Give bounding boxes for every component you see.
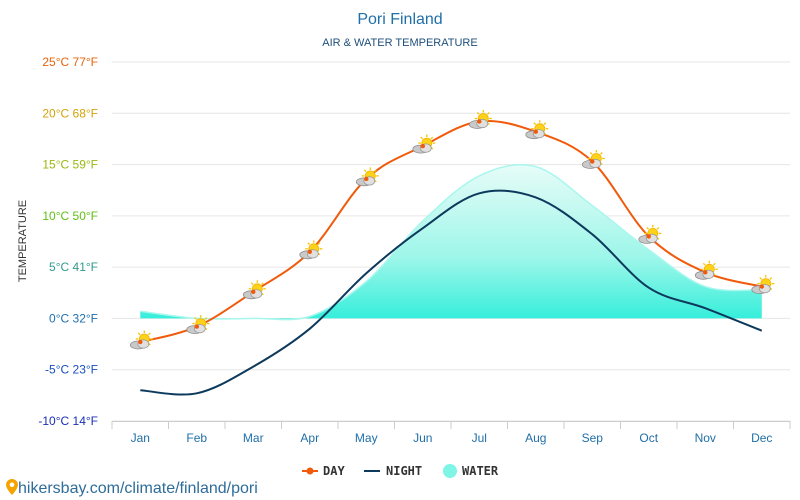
- legend-day-label: DAY: [323, 464, 345, 478]
- partly-cloudy-icon: [581, 150, 605, 169]
- partly-cloudy-icon: [468, 110, 492, 129]
- day-point: [703, 270, 708, 275]
- y-axis-label: TEMPERATURE: [17, 200, 29, 282]
- partly-cloudy-icon: [242, 280, 266, 300]
- sun-ray: [430, 136, 434, 140]
- sun-ray: [543, 122, 547, 125]
- x-tick-label: Nov: [695, 431, 716, 445]
- water-area-outline: [140, 163, 762, 321]
- water-area: [140, 164, 762, 320]
- footer-link[interactable]: hikersbay.com/climate/finland/pori: [6, 479, 258, 498]
- x-tick-label: Apr: [300, 431, 319, 445]
- legend-night-label: NIGHT: [386, 464, 422, 478]
- y-tick-label: 0°C 32°F: [49, 311, 98, 325]
- sun-ray: [533, 122, 537, 125]
- x-tick-label: Jan: [131, 431, 150, 445]
- partly-cloudy-icon: [751, 275, 775, 295]
- y-tick-label: 20°C 68°F: [42, 106, 98, 120]
- chart-title: Pori Finland: [357, 11, 442, 28]
- partly-cloudy-icon: [299, 240, 323, 260]
- x-tick-label: Aug: [525, 431, 546, 445]
- partly-cloudy-icon: [186, 315, 210, 335]
- x-tick-label: Sep: [582, 431, 604, 445]
- day-point: [251, 289, 256, 294]
- partly-cloudy-icon: [525, 120, 549, 140]
- day-point: [420, 143, 425, 149]
- water-area-layer: [140, 163, 762, 321]
- sun-ray: [600, 152, 603, 155]
- day-point: [533, 129, 538, 134]
- sun-ray: [702, 262, 706, 266]
- sun-ray: [317, 242, 321, 246]
- axes: Jan Feb Mar Apr May Jun Jul Aug Sep Oct Nov Dec: [111, 421, 791, 445]
- x-tick-label: Oct: [639, 431, 658, 445]
- x-tick-label: Jul: [472, 431, 487, 445]
- day-line-layer: [129, 110, 775, 350]
- x-tick-label: May: [355, 431, 378, 445]
- x-tick-label: Jun: [413, 431, 432, 445]
- legend: DAY NIGHT WATER: [302, 464, 499, 478]
- day-point: [138, 339, 143, 345]
- sun-ray: [420, 136, 424, 140]
- day-point: [590, 159, 595, 164]
- sun-ray: [374, 169, 377, 173]
- sun-ray: [250, 282, 254, 286]
- partly-cloudy-icon: [694, 260, 718, 280]
- day-point: [646, 234, 651, 239]
- sun-ray: [759, 277, 763, 280]
- legend-water-label: WATER: [462, 464, 499, 478]
- sun-ray: [363, 169, 367, 173]
- y-tick-label: -5°C 23°F: [45, 363, 98, 377]
- x-tick-label: Mar: [243, 431, 264, 445]
- legend-day-marker: [306, 467, 314, 475]
- day-point: [364, 176, 369, 182]
- sun-ray: [589, 152, 593, 155]
- y-tick-label: 15°C 59°F: [42, 158, 98, 172]
- sun-ray: [261, 282, 264, 286]
- location-pin-icon: [6, 479, 18, 495]
- sun-ray: [487, 112, 490, 115]
- sun-ray: [148, 332, 151, 336]
- sun-ray: [307, 242, 311, 246]
- sun-ray: [476, 112, 480, 115]
- y-tick-label: -10°C 14°F: [38, 414, 98, 428]
- partly-cloudy-icon: [355, 167, 379, 187]
- day-point: [477, 119, 482, 124]
- y-tick-label: 25°C 77°F: [42, 55, 98, 69]
- partly-cloudy-icon: [412, 134, 436, 154]
- day-point: [307, 249, 312, 254]
- x-tick-label: Feb: [186, 431, 207, 445]
- day-point: [759, 284, 764, 289]
- y-tick-label: 10°C 50°F: [42, 209, 98, 223]
- chart-subtitle: AIR & WATER TEMPERATURE: [322, 37, 477, 49]
- day-point: [194, 324, 199, 329]
- sun-ray: [656, 226, 660, 230]
- sun-ray: [194, 317, 198, 320]
- x-tick-label: Dec: [751, 431, 772, 445]
- partly-cloudy-icon: [129, 330, 153, 350]
- sun-ray: [769, 277, 773, 280]
- legend-water-swatch: [443, 464, 457, 478]
- y-tick-label: 5°C 41°F: [49, 260, 98, 274]
- night-line-layer: [140, 189, 763, 396]
- night-line: [140, 189, 763, 396]
- sun-ray: [646, 226, 650, 230]
- footer-url: hikersbay.com/climate/finland/pori: [18, 480, 258, 497]
- sun-ray: [204, 317, 208, 320]
- sun-ray: [137, 332, 141, 336]
- partly-cloudy-icon: [638, 224, 662, 244]
- sun-ray: [713, 262, 716, 266]
